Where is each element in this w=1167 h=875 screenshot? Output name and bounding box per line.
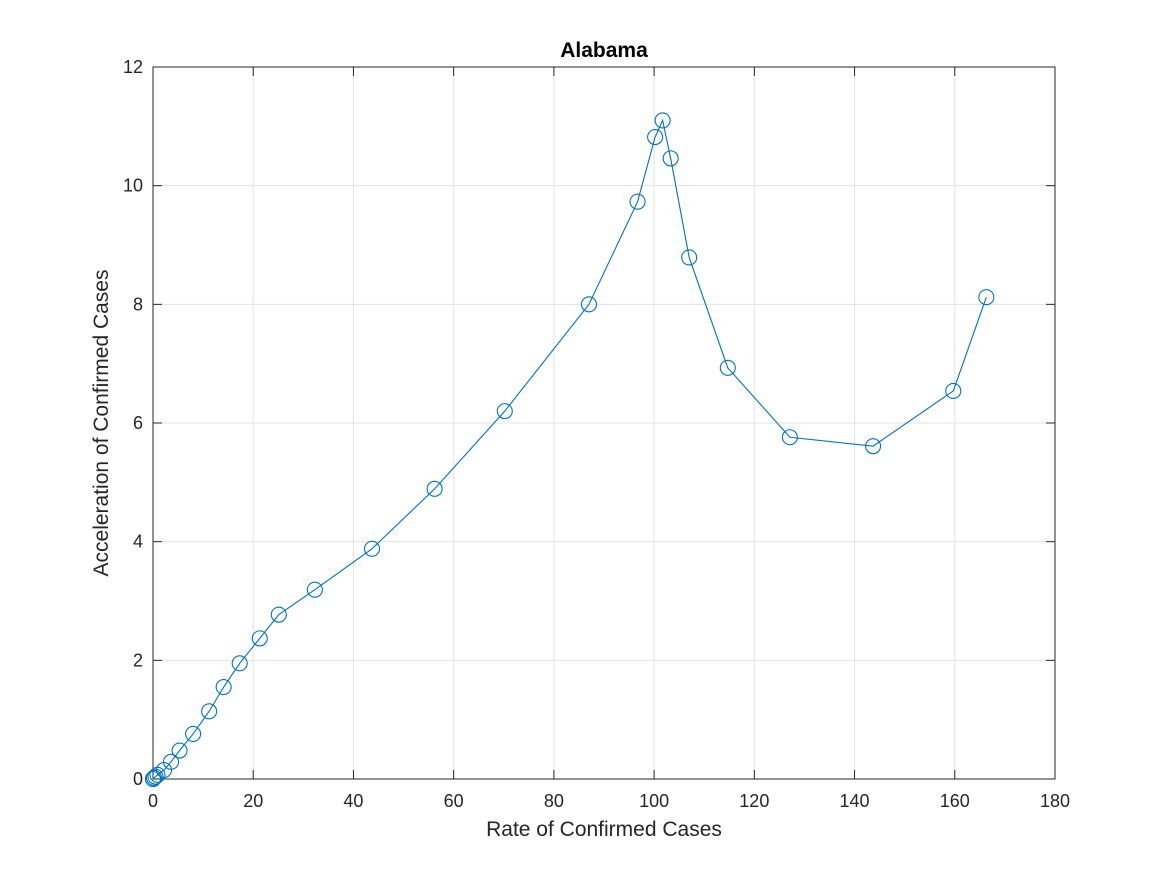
y-tick-label: 4 <box>133 532 143 552</box>
data-point <box>147 768 164 785</box>
data-point <box>629 193 646 210</box>
data-point <box>654 112 671 129</box>
chart-title: Alabama <box>560 39 648 62</box>
x-tick-label: 0 <box>148 791 158 811</box>
data-point <box>978 289 995 306</box>
data-point <box>496 403 513 420</box>
y-axis-title: Acceleration of Confirmed Cases <box>90 270 113 577</box>
data-point <box>145 769 163 786</box>
series-line <box>152 118 987 780</box>
data-point <box>580 296 598 313</box>
tick-layer: 0 20 40 60 80 100 120 140 160 180 0 2 4 6 8 10 12 <box>123 57 1070 811</box>
y-tick-label: 6 <box>133 413 143 433</box>
data-point <box>865 438 882 455</box>
x-tick-label: 100 <box>639 791 669 811</box>
y-tick-label: 8 <box>133 294 143 314</box>
data-point <box>363 540 381 557</box>
y-tick-label: 0 <box>133 769 143 789</box>
data-point <box>215 678 232 696</box>
data-point <box>144 770 162 788</box>
data-point <box>251 630 268 647</box>
data-layer <box>144 112 995 788</box>
data-point <box>185 725 202 742</box>
data-point <box>306 581 323 598</box>
data-point <box>781 429 798 446</box>
data-point <box>171 742 188 759</box>
y-tick-label: 10 <box>123 176 143 196</box>
x-tick-label: 20 <box>243 791 263 811</box>
x-tick-label: 120 <box>739 791 769 811</box>
x-tick-label: 60 <box>444 791 464 811</box>
y-tick-label: 12 <box>123 57 143 77</box>
data-point <box>426 480 443 497</box>
y-tick-label: 2 <box>133 650 143 670</box>
data-point <box>647 128 664 146</box>
data-point <box>681 249 698 266</box>
data-point <box>201 703 218 720</box>
x-tick-label: 180 <box>1040 791 1070 811</box>
x-tick-label: 40 <box>343 791 363 811</box>
data-point <box>231 655 248 672</box>
data-point <box>945 382 962 400</box>
grid-layer <box>153 67 1055 779</box>
data-point <box>662 150 679 167</box>
x-tick-label: 80 <box>544 791 564 811</box>
data-point <box>270 606 287 623</box>
x-tick-label: 140 <box>840 791 870 811</box>
data-point <box>162 753 180 770</box>
data-point <box>719 359 736 376</box>
x-tick-label: 160 <box>940 791 970 811</box>
x-axis-title: Rate of Confirmed Cases <box>486 818 722 841</box>
